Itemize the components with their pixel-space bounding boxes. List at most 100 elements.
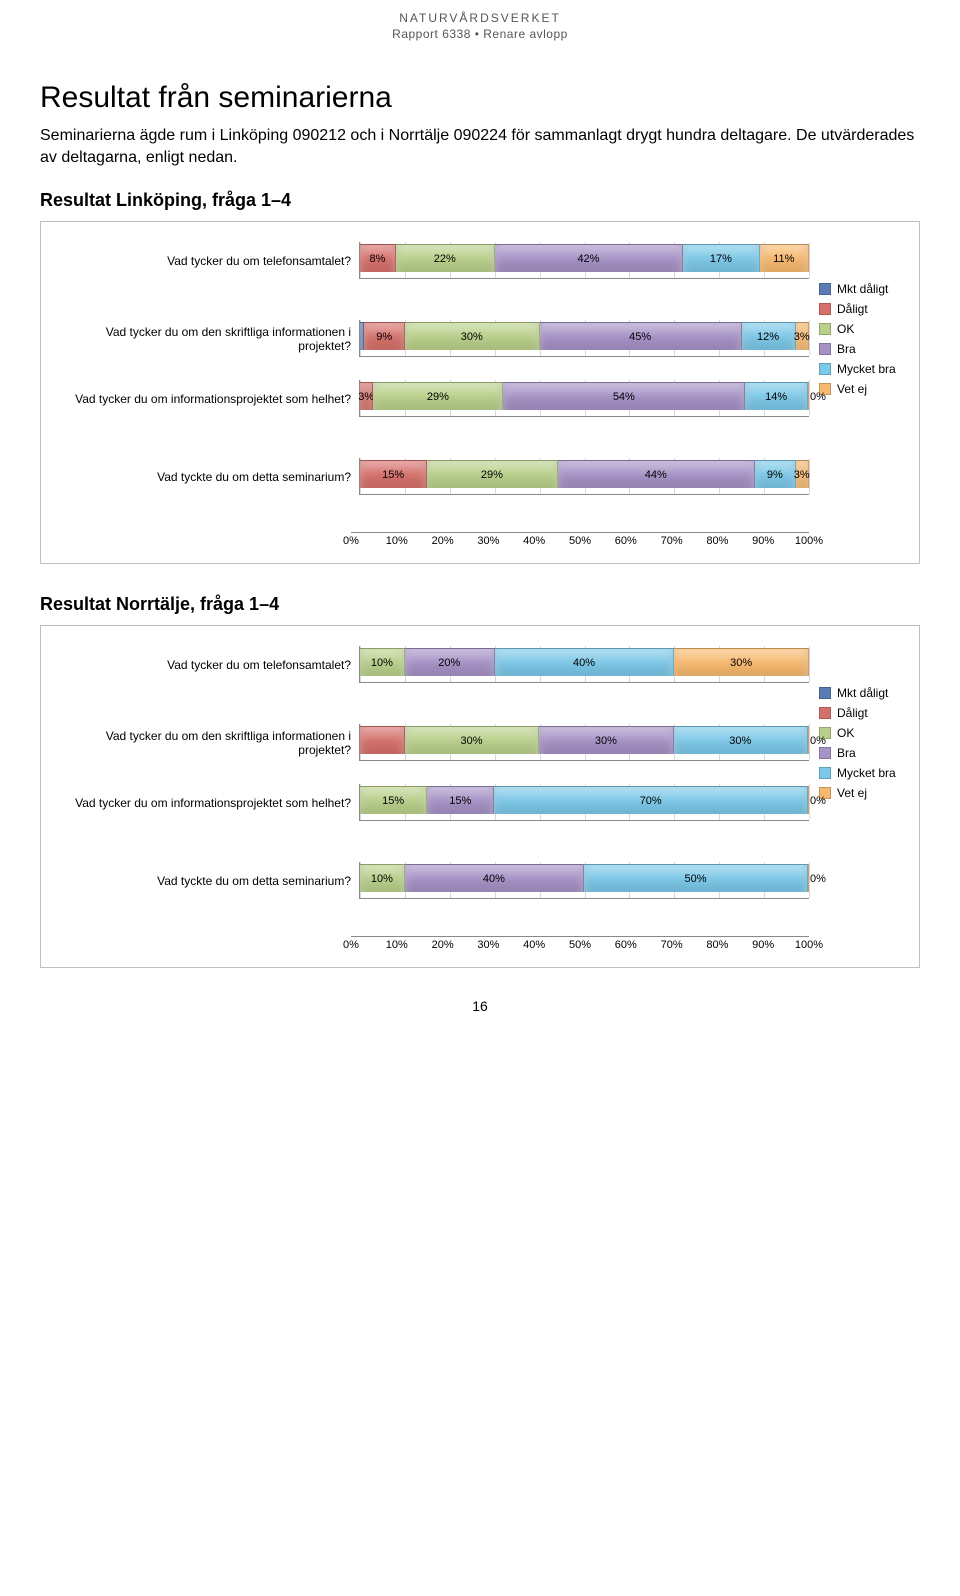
- axis-tick: 50%: [569, 535, 591, 547]
- legend-swatch: [819, 767, 831, 779]
- bar-segment-label: 30%: [729, 735, 751, 747]
- bar-row-label: Vad tycker du om den skriftliga informat…: [51, 729, 359, 757]
- x-axis: 0%10%20%30%40%50%60%70%80%90%100%: [351, 532, 809, 553]
- bar-segment-label: 0%: [810, 735, 826, 747]
- legend-label: OK: [837, 726, 854, 740]
- axis-tick: 10%: [386, 535, 408, 547]
- legend-item: Dåligt: [819, 706, 909, 720]
- legend-item: Mycket bra: [819, 766, 909, 780]
- bar-row-label: Vad tycker du om informationsprojektet s…: [51, 796, 359, 810]
- axis-tick: 10%: [386, 939, 408, 951]
- bar-row: Vad tyckte du om detta seminarium? 15% 29%…: [51, 458, 909, 496]
- bar-segment: 0%: [808, 786, 809, 814]
- axis-tick: 90%: [752, 939, 774, 951]
- bar-segment-label: 30%: [595, 735, 617, 747]
- bar-segment: 8%: [360, 244, 396, 272]
- chart1-title: Resultat Linköping, fråga 1–4: [40, 190, 920, 211]
- bar-segment-label: 15%: [382, 469, 404, 481]
- bar-segment: 14%: [745, 382, 808, 410]
- bar-segment-label: 30%: [460, 735, 482, 747]
- bar-track: 10%20%40%30%: [359, 646, 809, 683]
- bar-segment: 42%: [495, 244, 684, 272]
- bar-track: 15%15%70%0%: [359, 784, 809, 821]
- bar-segment: 3%: [796, 322, 809, 350]
- intro-paragraph: Seminarierna ägde rum i Linköping 090212…: [40, 125, 920, 170]
- bar-segment: 30%: [405, 726, 539, 754]
- bar-segment-label: 3%: [358, 391, 374, 403]
- axis-tick: 100%: [795, 535, 823, 547]
- bar-segment: 12%: [742, 322, 796, 350]
- bar-segment-label: 29%: [481, 469, 503, 481]
- bar-row: Vad tycker du om telefonsamtalet?8%22%42…: [51, 242, 909, 280]
- x-axis: 0%10%20%30%40%50%60%70%80%90%100%: [351, 936, 809, 957]
- bar-segment: 40%: [405, 864, 584, 892]
- legend-label: Bra: [837, 342, 856, 356]
- axis-tick: 60%: [615, 939, 637, 951]
- bar-segment: 15%: [360, 786, 427, 814]
- bar-segment-label: 12%: [757, 331, 779, 343]
- bar-segment: 3%: [360, 382, 373, 410]
- legend-label: Mkt dåligt: [837, 686, 888, 700]
- legend-item: Bra: [819, 746, 909, 760]
- bar-segment-label: 11%: [773, 253, 794, 265]
- bar-row: Vad tycker du om den skriftliga informat…: [51, 320, 909, 358]
- legend-label: Dåligt: [837, 706, 868, 720]
- bar-segment: 45%: [540, 322, 742, 350]
- bar-segment: 22%: [396, 244, 495, 272]
- bar-segment: 3%: [796, 460, 809, 488]
- axis-tick: 70%: [661, 939, 683, 951]
- legend-swatch: [819, 747, 831, 759]
- chart-linkoping: Vad tycker du om telefonsamtalet?8%22%42…: [40, 221, 920, 564]
- legend-item: Mkt dåligt: [819, 686, 909, 700]
- bar-row: Vad tycker du om informationsprojektet s…: [51, 784, 909, 822]
- bar-segment-label: 17%: [710, 253, 732, 265]
- axis-tick: 80%: [706, 535, 728, 547]
- legend-swatch: [819, 363, 831, 375]
- legend-swatch: [819, 687, 831, 699]
- bar-row: Vad tycker du om informationsprojektet s…: [51, 380, 909, 418]
- doc-header-org: NATURVÅRDSVERKET: [40, 10, 920, 27]
- page-number: 16: [40, 998, 920, 1014]
- bar-segment-label: 0%: [810, 391, 826, 403]
- bar-track: 9% 30% 45% 12% 3%: [359, 320, 809, 357]
- bar-segment: 10%: [360, 648, 405, 676]
- bar-segment-label: 45%: [629, 331, 651, 343]
- bar-segment-label: 0%: [810, 795, 826, 807]
- bar-segment-label: 22%: [434, 253, 456, 265]
- bar-segment-label: 44%: [645, 469, 667, 481]
- axis-tick: 90%: [752, 535, 774, 547]
- axis-tick: 0%: [343, 939, 359, 951]
- bar-segment: 9%: [364, 322, 404, 350]
- axis-tick: 20%: [432, 535, 454, 547]
- bar-segment-label: 0%: [810, 873, 826, 885]
- axis-tick: 80%: [706, 939, 728, 951]
- bar-segment-label: 9%: [767, 469, 783, 481]
- bar-row-label: Vad tycker du om informationsprojektet s…: [51, 392, 359, 406]
- bar-segment-label: 8%: [370, 253, 386, 265]
- bar-segment: 0%: [808, 382, 809, 410]
- bar-segment: 44%: [558, 460, 756, 488]
- bar-segment-label: 9%: [376, 331, 392, 343]
- chart2-title: Resultat Norrtälje, fråga 1–4: [40, 594, 920, 615]
- bar-segment-label: 30%: [461, 331, 483, 343]
- axis-tick: 100%: [795, 939, 823, 951]
- bar-segment: 0%: [808, 864, 809, 892]
- legend-swatch: [819, 707, 831, 719]
- bar-segment-label: 14%: [765, 391, 787, 403]
- bar-track: 10%40%50%0%: [359, 862, 809, 899]
- legend-item: OK: [819, 322, 909, 336]
- bar-segment: 0%: [808, 726, 809, 754]
- bar-row-label: Vad tyckte du om detta seminarium?: [51, 874, 359, 888]
- bar-row: Vad tycker du om den skriftliga informat…: [51, 724, 909, 762]
- legend-item: OK: [819, 726, 909, 740]
- bar-segment-label: 40%: [573, 657, 595, 669]
- legend-item: Bra: [819, 342, 909, 356]
- legend-label: Mkt dåligt: [837, 282, 888, 296]
- bar-segment-label: 15%: [449, 795, 471, 807]
- bar-row-label: Vad tyckte du om detta seminarium?: [51, 470, 359, 484]
- bar-segment: 17%: [683, 244, 759, 272]
- bar-segment-label: 3%: [794, 469, 810, 481]
- bar-segment: 50%: [584, 864, 808, 892]
- bar-segment: 54%: [503, 382, 745, 410]
- axis-tick: 70%: [661, 535, 683, 547]
